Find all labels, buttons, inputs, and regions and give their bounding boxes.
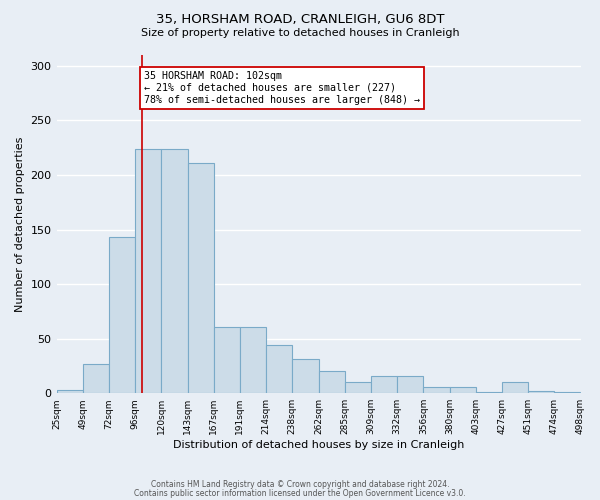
Text: Contains HM Land Registry data © Crown copyright and database right 2024.: Contains HM Land Registry data © Crown c… — [151, 480, 449, 489]
Bar — [528, 391, 554, 393]
Bar — [397, 376, 424, 393]
Bar — [214, 326, 240, 393]
Bar — [319, 372, 345, 393]
Bar — [161, 149, 188, 393]
Y-axis label: Number of detached properties: Number of detached properties — [15, 136, 25, 312]
Text: Size of property relative to detached houses in Cranleigh: Size of property relative to detached ho… — [140, 28, 460, 38]
Text: 35 HORSHAM ROAD: 102sqm
← 21% of detached houses are smaller (227)
78% of semi-d: 35 HORSHAM ROAD: 102sqm ← 21% of detache… — [145, 72, 421, 104]
Bar — [266, 345, 292, 393]
Bar — [135, 149, 161, 393]
Bar — [554, 392, 580, 393]
Bar — [188, 163, 214, 393]
Bar — [449, 386, 476, 393]
Bar — [345, 382, 371, 393]
Bar — [292, 360, 319, 393]
Bar — [83, 364, 109, 393]
Bar — [56, 390, 83, 393]
Bar — [502, 382, 528, 393]
Text: 35, HORSHAM ROAD, CRANLEIGH, GU6 8DT: 35, HORSHAM ROAD, CRANLEIGH, GU6 8DT — [156, 12, 444, 26]
Bar — [240, 326, 266, 393]
Text: Contains public sector information licensed under the Open Government Licence v3: Contains public sector information licen… — [134, 488, 466, 498]
X-axis label: Distribution of detached houses by size in Cranleigh: Distribution of detached houses by size … — [173, 440, 464, 450]
Bar — [424, 386, 449, 393]
Bar — [109, 237, 135, 393]
Bar — [371, 376, 397, 393]
Bar — [476, 392, 502, 393]
